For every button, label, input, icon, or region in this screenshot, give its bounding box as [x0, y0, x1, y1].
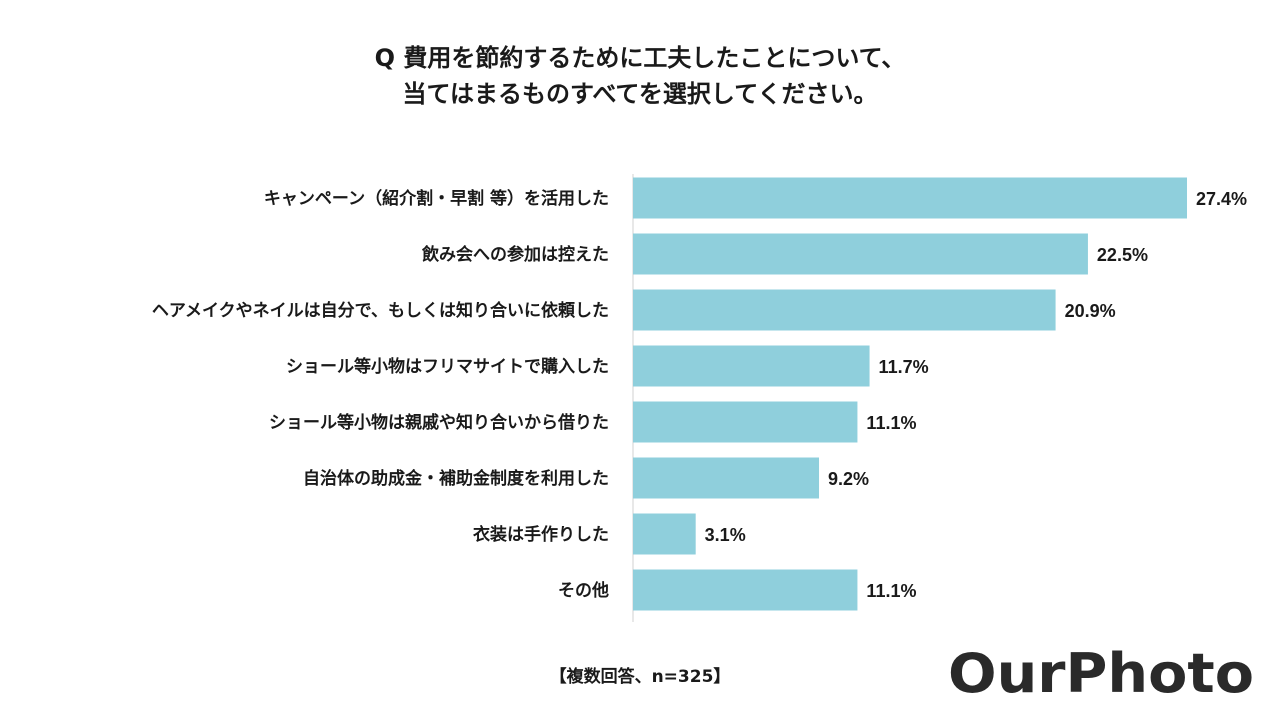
value-label-6: 3.1% — [705, 525, 746, 545]
value-label-0: 27.4% — [1196, 189, 1247, 209]
value-label-1: 22.5% — [1097, 245, 1148, 265]
value-label-2: 20.9% — [1065, 301, 1116, 321]
logo-text: OurPhoto — [948, 642, 1254, 702]
chart-title-line-1: Q 費用を節約するために工夫したことについて、 — [374, 44, 906, 72]
category-label-5: 自治体の助成金・補助金制度を利用した — [303, 468, 609, 489]
bar-6 — [633, 513, 696, 555]
bar-4 — [633, 401, 858, 443]
category-label-4: ショール等小物は親戚や知り合いから借りた — [269, 412, 609, 433]
bar-7 — [633, 569, 858, 611]
chart-title: Q 費用を節約するために工夫したことについて、 当てはまるものすべてを選択してく… — [0, 40, 1280, 112]
category-label-1: 飲み会への参加は控えた — [421, 244, 609, 265]
category-label-6: 衣装は手作りした — [473, 524, 609, 545]
category-label-7: その他 — [558, 580, 609, 601]
category-label-3: ショール等小物はフリマサイトで購入した — [286, 356, 609, 377]
chart-title-line-2: 当てはまるものすべてを選択してください。 — [402, 80, 878, 108]
bar-0 — [633, 177, 1187, 219]
category-label-2: ヘアメイクやネイルは自分で、もしくは知り合いに依頼した — [152, 300, 609, 321]
bar-5 — [633, 457, 820, 499]
bar-2 — [633, 289, 1056, 331]
category-label-0: キャンペーン（紹介割・早割 等）を活用した — [264, 188, 609, 209]
sample-note: 【複数回答、n=325】 — [549, 667, 731, 687]
bar-3 — [633, 345, 870, 387]
value-label-4: 11.1% — [866, 413, 916, 433]
value-label-3: 11.7% — [879, 357, 929, 377]
bar-1 — [633, 233, 1088, 275]
value-label-5: 9.2% — [828, 469, 869, 489]
ourphoto-logo: OurPhoto — [948, 642, 1254, 702]
value-label-7: 11.1% — [866, 581, 916, 601]
